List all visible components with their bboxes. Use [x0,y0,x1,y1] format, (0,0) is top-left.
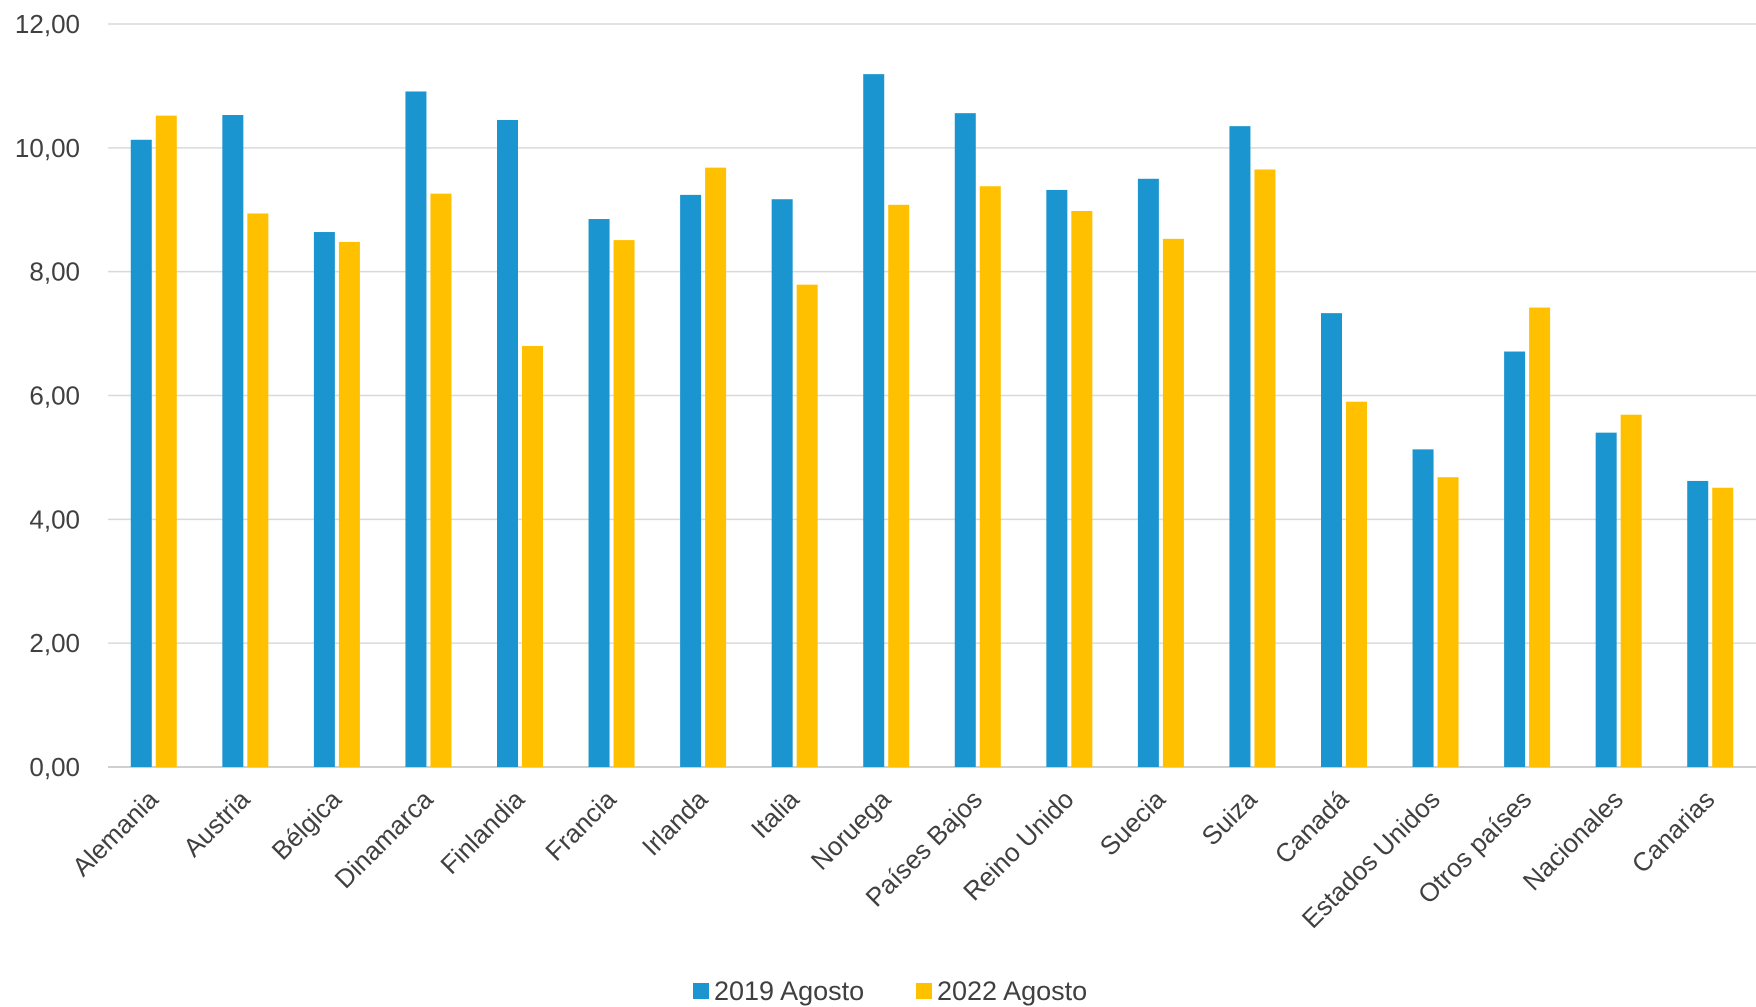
bar-2019 [405,91,427,768]
x-category-label: Francia [539,784,622,867]
bar-2019 [1504,351,1526,767]
bar-2019 [1687,480,1709,767]
bar-2022 [430,193,452,767]
x-category-label: Suiza [1195,784,1263,852]
bar-2022 [888,204,910,768]
legend-swatch-2022 [916,983,932,999]
x-category-label: Finlandia [434,784,530,880]
bar-2022 [613,240,635,767]
bar-2019 [222,115,244,767]
legend-label-2022: 2022 Agosto [937,976,1087,1006]
x-category-label: Austria [177,784,256,863]
bar-2019 [954,113,976,767]
bar-2022 [1712,487,1734,767]
bar-2019 [1595,432,1617,767]
x-category-label: Noruega [805,784,897,876]
bar-2022 [1437,477,1459,767]
legend-swatch-2019 [693,983,709,999]
bar-2019 [1412,449,1434,767]
legend-label-2019: 2019 Agosto [714,976,864,1006]
bar-2019 [1229,126,1251,768]
x-category-label: Bélgica [266,784,348,866]
x-axis-category-labels: Alemania Austria BélgicaDinamarcaFinlandia… [66,784,1720,934]
bar-2022 [155,115,177,768]
bar-2022 [1529,307,1551,767]
bar-2022 [1071,210,1093,767]
bar-2022 [1254,169,1276,768]
bar-2019 [1321,313,1342,767]
y-tick-label: 6,00 [29,381,80,411]
y-tick-label: 0,00 [29,752,80,782]
bar-2019 [130,139,152,767]
bar-2019 [588,219,610,768]
bar-2022 [247,213,269,768]
bar-2019 [1137,178,1159,767]
x-category-label: Irlanda [636,784,714,862]
bar-2022 [338,241,360,768]
bar-2022 [1162,238,1184,767]
bar-2019 [1046,189,1068,768]
bar-2019 [497,119,518,768]
y-tick-label: 4,00 [29,504,80,534]
y-tick-label: 12,00 [15,9,80,39]
x-category-label: Suecia [1094,784,1172,862]
y-tick-label: 2,00 [29,628,80,658]
x-category-label: Canadá [1269,784,1355,870]
bar-2022 [522,345,543,767]
bar-2019 [680,194,702,767]
bar-2019 [771,199,793,767]
x-category-label: Canarias [1626,784,1721,879]
bar-2019 [313,232,335,768]
bar-2022 [705,167,727,767]
gridlines [108,23,1756,768]
bars [130,74,1734,768]
bar-2022 [1346,401,1367,767]
bar-2019 [863,74,885,768]
bar-2022 [796,284,818,767]
x-category-label: Dinamarca [329,784,439,894]
y-tick-label: 10,00 [15,133,80,163]
bar-2022 [1620,414,1642,767]
x-category-label: Italia [745,784,805,844]
x-category-label: Alemania [66,784,164,882]
x-category-label: Nacionales [1517,784,1629,896]
y-axis-tick-labels: 0,00 2,00 4,00 6,00 8,00 10,00 12,00 [15,9,80,782]
legend: 2019 Agosto 2022 Agosto [693,976,1087,1006]
bar-2022 [979,186,1001,767]
y-tick-label: 8,00 [29,257,80,287]
